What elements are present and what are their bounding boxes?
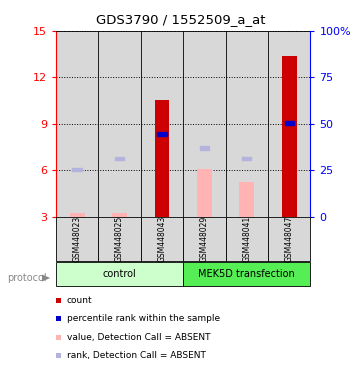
Bar — [226, 217, 268, 261]
Polygon shape — [42, 274, 50, 282]
Bar — [183, 217, 226, 261]
Text: count: count — [67, 296, 92, 305]
Bar — [157, 132, 167, 136]
Bar — [268, 217, 310, 261]
Bar — [200, 146, 209, 150]
Text: value, Detection Call = ABSENT: value, Detection Call = ABSENT — [67, 333, 210, 342]
Bar — [98, 31, 141, 217]
Bar — [56, 262, 183, 286]
Bar — [141, 31, 183, 217]
Bar — [98, 217, 141, 261]
Bar — [70, 213, 84, 217]
Text: GDS3790 / 1552509_a_at: GDS3790 / 1552509_a_at — [96, 13, 265, 26]
Text: percentile rank within the sample: percentile rank within the sample — [67, 314, 220, 323]
Bar — [183, 262, 310, 286]
Bar — [197, 169, 212, 217]
Bar — [155, 100, 169, 217]
Bar — [115, 157, 124, 161]
Bar — [56, 31, 98, 217]
Bar — [73, 168, 82, 171]
Bar — [56, 217, 98, 261]
Text: rank, Detection Call = ABSENT: rank, Detection Call = ABSENT — [67, 351, 206, 360]
Bar — [112, 213, 127, 217]
Text: GSM448043: GSM448043 — [157, 216, 166, 262]
Text: GSM448047: GSM448047 — [285, 216, 294, 262]
Text: GSM448023: GSM448023 — [73, 216, 82, 262]
Bar — [141, 217, 183, 261]
Bar — [239, 182, 254, 217]
Bar — [284, 121, 294, 125]
Text: GSM448025: GSM448025 — [115, 216, 124, 262]
Text: control: control — [103, 269, 136, 279]
Bar — [226, 31, 268, 217]
Bar — [242, 157, 252, 161]
Text: MEK5D transfection: MEK5D transfection — [199, 269, 295, 279]
Text: protocol: protocol — [7, 273, 47, 283]
Text: GSM448041: GSM448041 — [242, 216, 251, 262]
Bar — [183, 31, 226, 217]
Text: GSM448029: GSM448029 — [200, 216, 209, 262]
Bar — [282, 56, 297, 217]
Bar — [268, 31, 310, 217]
